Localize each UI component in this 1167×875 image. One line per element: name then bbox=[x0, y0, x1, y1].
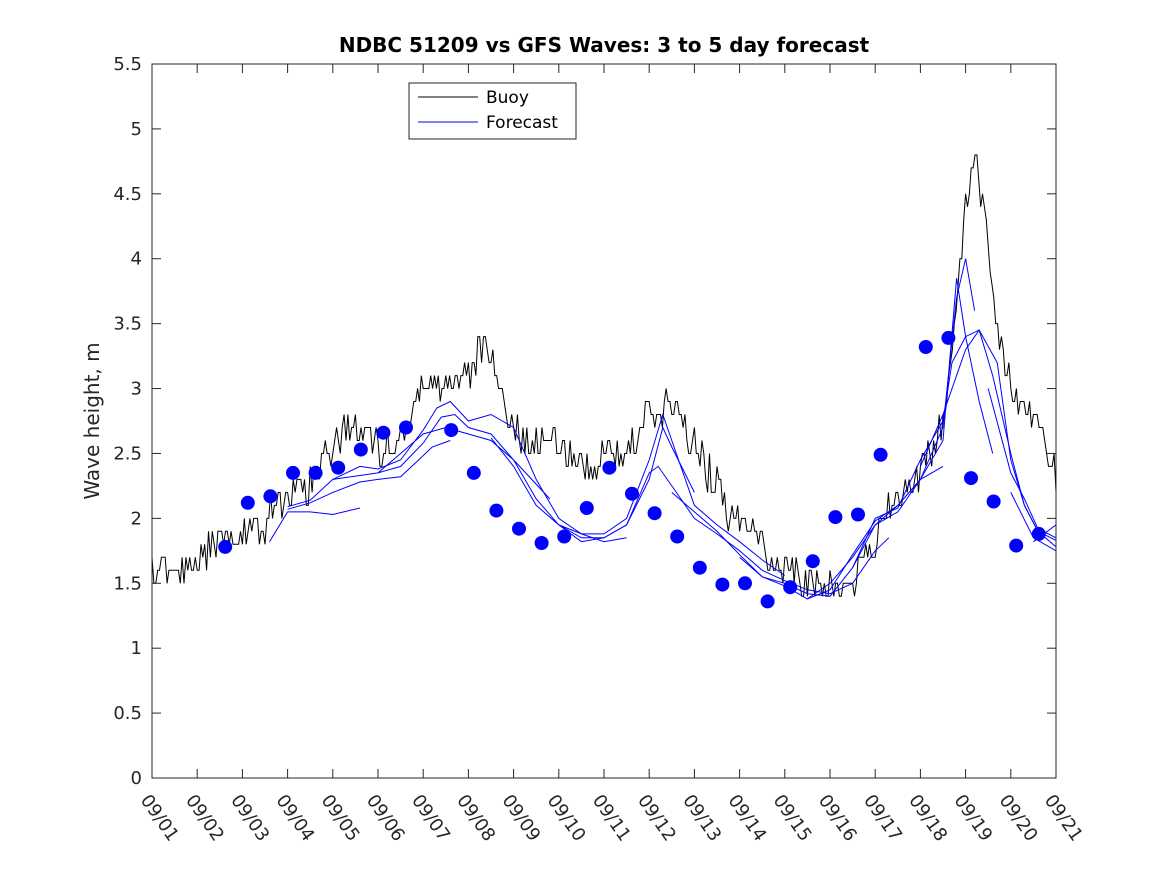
forecast-marker bbox=[941, 330, 956, 345]
forecast-marker bbox=[399, 420, 413, 435]
forecast-marker bbox=[851, 507, 865, 522]
forecast-marker bbox=[557, 529, 572, 544]
forecast-marker bbox=[218, 539, 233, 554]
forecast-marker bbox=[466, 465, 481, 480]
y-tick-label: 5 bbox=[131, 119, 142, 140]
forecast-marker bbox=[308, 465, 323, 480]
forecast-marker bbox=[873, 447, 888, 462]
forecast-marker bbox=[964, 471, 978, 486]
forecast-line bbox=[287, 413, 551, 508]
forecast-line bbox=[919, 329, 1056, 548]
y-tick-label: 1.5 bbox=[113, 573, 142, 594]
forecast-marker bbox=[579, 501, 594, 515]
y-tick-label: 1 bbox=[131, 638, 142, 659]
forecast-line bbox=[269, 507, 361, 542]
forecast-marker bbox=[828, 510, 843, 525]
y-tick-label: 3 bbox=[131, 379, 142, 400]
y-tick-label: 2.5 bbox=[113, 443, 142, 464]
forecast-marker bbox=[602, 460, 617, 475]
forecast-line bbox=[490, 412, 786, 576]
forecast-marker bbox=[1009, 538, 1024, 553]
y-tick-label: 0.5 bbox=[113, 703, 142, 724]
y-tick-label: 0 bbox=[131, 768, 142, 789]
forecast-marker bbox=[805, 554, 820, 569]
forecast-marker bbox=[760, 594, 775, 609]
forecast-marker bbox=[286, 465, 300, 480]
y-axis-label: Wave height, m bbox=[80, 342, 104, 499]
forecast-line bbox=[287, 440, 451, 510]
forecast-marker bbox=[692, 560, 707, 575]
forecast-marker bbox=[738, 576, 752, 591]
y-tick-label: 4 bbox=[131, 249, 142, 270]
forecast-marker bbox=[331, 460, 346, 475]
legend-box bbox=[408, 82, 577, 140]
y-tick-label: 2 bbox=[131, 508, 142, 529]
forecast-marker bbox=[1031, 526, 1046, 541]
forecast-marker bbox=[534, 536, 549, 550]
forecast-marker bbox=[986, 494, 1001, 509]
forecast-marker bbox=[263, 489, 278, 504]
forecast-marker bbox=[715, 577, 730, 592]
legend-forecast-label: Forecast bbox=[486, 113, 558, 133]
forecast-marker bbox=[512, 521, 526, 536]
y-tick-label: 4.5 bbox=[113, 184, 142, 205]
forecast-marker bbox=[353, 442, 368, 457]
forecast-marker bbox=[444, 423, 459, 438]
forecast-marker bbox=[647, 506, 662, 521]
legend: Buoy Forecast bbox=[408, 82, 577, 140]
forecast-marker bbox=[489, 503, 504, 518]
y-tick-label: 5.5 bbox=[113, 54, 142, 75]
forecast-line bbox=[807, 278, 994, 600]
forecast-line bbox=[377, 426, 695, 539]
forecast-marker bbox=[783, 580, 798, 595]
data-layer bbox=[152, 154, 1056, 609]
legend-buoy-label: Buoy bbox=[486, 88, 529, 108]
forecast-marker bbox=[670, 529, 685, 544]
chart-title: NDBC 51209 vs GFS Waves: 3 to 5 day fore… bbox=[339, 33, 870, 57]
forecast-line bbox=[558, 465, 890, 595]
y-tick-label: 3.5 bbox=[113, 314, 142, 335]
forecast-marker bbox=[240, 495, 255, 510]
forecast-marker bbox=[376, 425, 391, 440]
forecast-marker bbox=[625, 486, 639, 501]
buoy-line bbox=[152, 154, 1056, 597]
forecast-marker bbox=[918, 340, 933, 354]
plot-area bbox=[152, 64, 1056, 778]
